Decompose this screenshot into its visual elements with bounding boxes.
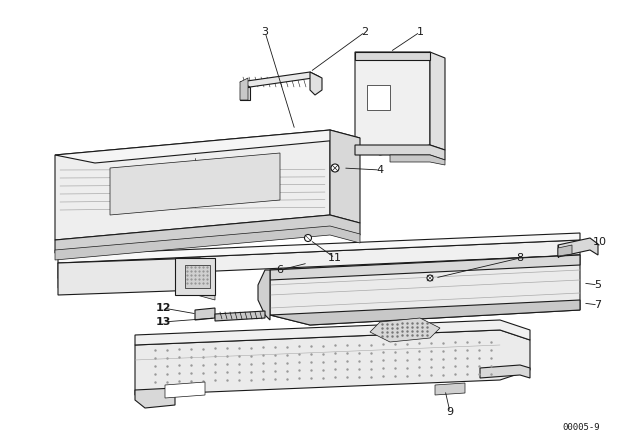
Polygon shape [435, 383, 465, 395]
Polygon shape [558, 245, 572, 256]
Polygon shape [240, 78, 248, 100]
Polygon shape [430, 52, 445, 150]
Polygon shape [355, 145, 445, 160]
Polygon shape [58, 240, 580, 278]
Text: 7: 7 [595, 300, 602, 310]
Polygon shape [55, 215, 360, 253]
Polygon shape [355, 52, 430, 60]
Text: 6: 6 [276, 265, 284, 275]
Text: 9: 9 [447, 407, 454, 417]
Text: 4: 4 [376, 165, 383, 175]
Text: 8: 8 [516, 253, 524, 263]
Polygon shape [55, 226, 360, 260]
Polygon shape [135, 330, 530, 395]
Text: 11: 11 [328, 253, 342, 263]
Polygon shape [270, 255, 580, 325]
Polygon shape [165, 382, 205, 398]
Polygon shape [175, 258, 215, 295]
Polygon shape [110, 153, 280, 215]
Polygon shape [558, 238, 598, 257]
Circle shape [331, 164, 339, 172]
Polygon shape [258, 270, 270, 320]
Circle shape [427, 275, 433, 281]
Polygon shape [135, 320, 530, 345]
Polygon shape [215, 311, 265, 321]
Polygon shape [310, 72, 322, 95]
Text: 1: 1 [417, 27, 424, 37]
Polygon shape [55, 130, 330, 240]
Polygon shape [185, 265, 210, 288]
Text: 00005-9: 00005-9 [563, 423, 600, 432]
Circle shape [305, 234, 312, 241]
Text: 5: 5 [595, 280, 602, 290]
Text: 2: 2 [362, 27, 369, 37]
Polygon shape [58, 275, 215, 300]
Polygon shape [58, 258, 215, 295]
Polygon shape [240, 87, 250, 100]
Polygon shape [58, 233, 580, 263]
Text: 12: 12 [156, 303, 171, 313]
Polygon shape [270, 300, 580, 325]
Polygon shape [355, 52, 430, 155]
Polygon shape [330, 130, 360, 223]
Text: 10: 10 [593, 237, 607, 247]
Polygon shape [480, 365, 530, 378]
Polygon shape [195, 308, 215, 320]
Polygon shape [390, 155, 445, 165]
Polygon shape [135, 388, 175, 408]
Polygon shape [367, 85, 390, 110]
Text: 13: 13 [156, 317, 171, 327]
Polygon shape [240, 72, 320, 87]
Polygon shape [55, 130, 360, 163]
Polygon shape [370, 318, 440, 342]
Text: 3: 3 [262, 27, 269, 37]
Polygon shape [270, 255, 580, 280]
